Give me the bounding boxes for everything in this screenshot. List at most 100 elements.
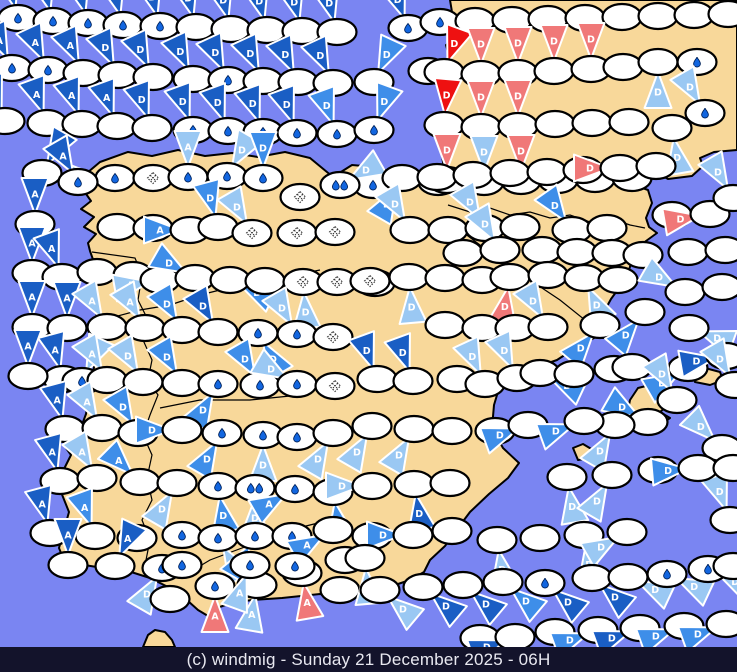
weather-station: A — [52, 75, 103, 139]
wind-pennant-icon — [576, 22, 606, 60]
pennant-letter: A — [63, 293, 71, 304]
wind-pennant-icon — [160, 30, 190, 71]
station-ellipse — [707, 0, 737, 29]
station-ellipse — [356, 364, 398, 394]
station-ellipse — [601, 2, 643, 32]
tangier-peninsula — [142, 629, 176, 647]
wind-pennant-icon — [509, 587, 548, 623]
station-ellipse — [494, 622, 536, 647]
pennant-letter: A — [248, 610, 256, 621]
wind-pennant-icon — [469, 590, 508, 626]
wind-pennant-icon — [248, 131, 278, 169]
pennant-letter: D — [246, 49, 254, 60]
weather-station: D — [497, 79, 539, 141]
pennant-letter: D — [654, 87, 662, 98]
weather-station: A — [194, 571, 236, 633]
wind-pennant-icon — [224, 337, 256, 378]
wind-pennant-icon — [579, 432, 611, 473]
rain-drop-icon — [259, 172, 267, 184]
station-ellipse — [704, 235, 737, 265]
station-ellipse — [47, 550, 89, 580]
weather-station: D — [307, 85, 358, 149]
pennant-letter: D — [399, 605, 407, 616]
rain-drop-icon — [8, 62, 16, 74]
pennant-letter: D — [651, 585, 659, 596]
wind-pennant-icon — [533, 183, 568, 223]
pennant-letter: D — [211, 48, 219, 59]
wind-pennant-icon — [96, 438, 134, 476]
fog-icon — [290, 226, 304, 240]
rain-drop-icon — [255, 482, 264, 494]
station-ellipse — [556, 237, 598, 267]
wind-pennant-icon — [85, 26, 115, 67]
pennant-letter: D — [383, 50, 391, 61]
wind-pennant-icon — [39, 380, 68, 421]
pennant-letter: D — [500, 346, 508, 357]
weather-station — [534, 109, 576, 139]
station-ellipse — [431, 516, 473, 546]
weather-station — [704, 235, 737, 265]
station-ellipse — [489, 262, 531, 292]
pennant-letter: D — [138, 95, 146, 106]
pennant-letter: D — [466, 197, 474, 208]
station-ellipse — [209, 265, 251, 295]
pennant-letter: A — [49, 447, 57, 458]
footer-bar: (c) windmig - Sunday 21 December 2025 - … — [0, 647, 737, 672]
station-ellipse — [388, 262, 430, 292]
weather-station: D — [353, 33, 407, 97]
wind-pennant-icon — [61, 430, 93, 471]
pennant-letter: D — [622, 330, 630, 341]
pennant-letter: D — [608, 634, 616, 645]
pennant-letter: D — [480, 147, 488, 158]
weather-station: D — [192, 178, 239, 242]
pennant-letter: D — [363, 346, 371, 357]
weather-station — [676, 47, 718, 77]
weather-station — [553, 359, 595, 389]
wind-pennant-icon — [17, 74, 45, 115]
pennant-letter: D — [290, 0, 298, 8]
wind-pennant-icon — [65, 487, 93, 528]
rain-drop-icon — [404, 22, 412, 34]
wind-pennant-icon — [300, 34, 330, 75]
station-ellipse — [392, 366, 434, 396]
pennant-letter: D — [658, 369, 666, 380]
pennant-letter: A — [115, 456, 123, 467]
pennant-letter: D — [596, 446, 604, 457]
station-ellipse — [571, 563, 613, 593]
rain-drop-icon — [178, 559, 186, 571]
wind-pennant-icon — [297, 440, 329, 481]
station-ellipse — [705, 609, 737, 639]
weather-station — [571, 108, 613, 138]
wind-pennant-icon — [50, 24, 80, 65]
station-ellipse — [402, 572, 444, 602]
pennant-letter: D — [468, 352, 476, 363]
pennant-letter: D — [408, 302, 416, 313]
weather-station — [701, 272, 737, 302]
pennant-letter: D — [158, 504, 166, 515]
pennant-letter: A — [156, 225, 164, 236]
weather-station: D — [637, 47, 679, 109]
wind-pennant-icon — [433, 76, 463, 117]
pennant-letter: A — [64, 530, 72, 541]
station-ellipse — [119, 467, 161, 497]
wind-pennant-icon — [604, 318, 640, 357]
pennant-letter: D — [316, 51, 324, 62]
pennant-letter: D — [148, 0, 156, 3]
wind-pennant-icon — [192, 178, 221, 219]
pennant-letter: D — [593, 496, 601, 507]
weather-station: A — [66, 380, 123, 443]
weather-station: D — [646, 559, 716, 607]
wind-pennant-icon — [141, 490, 173, 531]
pennant-letter: D — [143, 589, 151, 600]
station-ellipse — [197, 212, 239, 242]
rain-drop-icon — [259, 429, 267, 441]
wind-pennant-icon — [374, 182, 406, 223]
pennant-letter: D — [713, 334, 721, 345]
weather-station — [312, 322, 354, 352]
station-ellipse — [635, 151, 677, 181]
pennant-letter: D — [163, 352, 171, 363]
weather-station — [314, 371, 356, 401]
wind-pennant-icon — [347, 149, 388, 181]
rain-drop-icon — [111, 172, 119, 184]
pennant-letter: A — [28, 238, 36, 249]
